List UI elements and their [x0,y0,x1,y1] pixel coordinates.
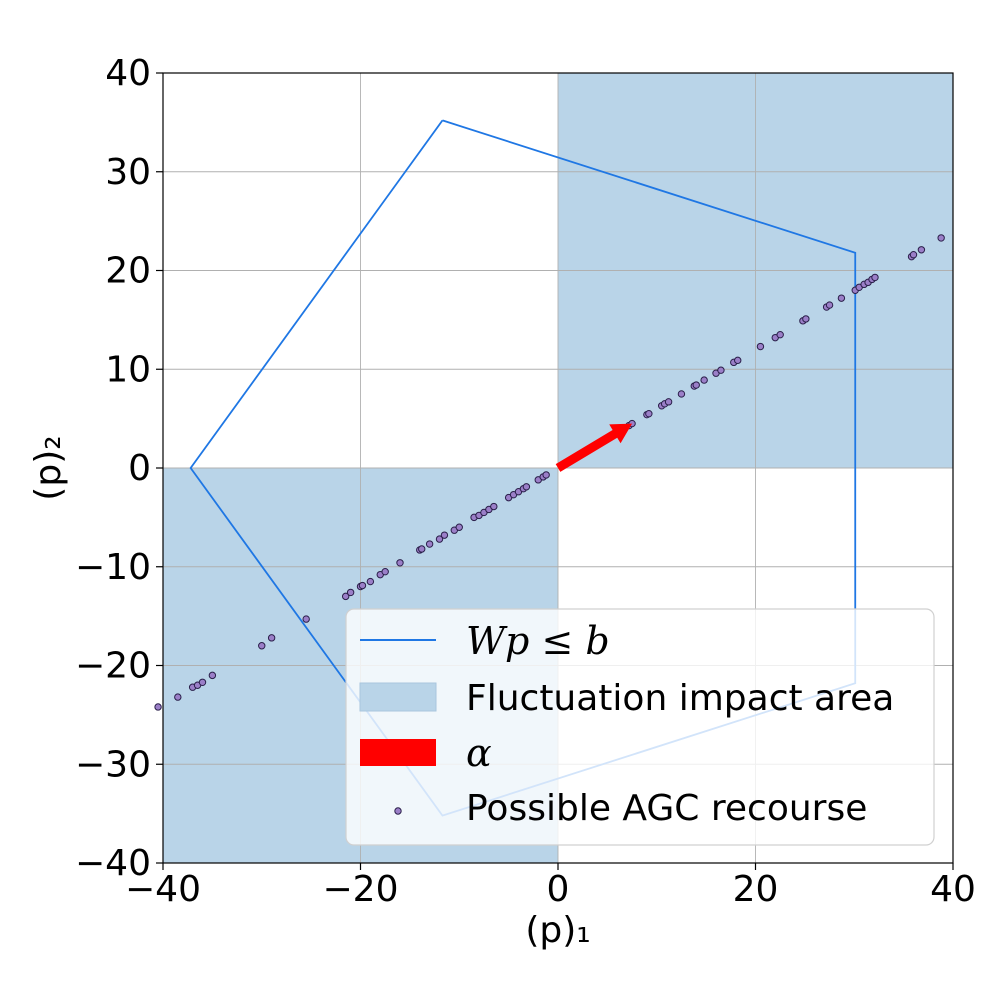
x-axis-label: (p)₁ [525,910,590,951]
y-tick-label: 0 [128,448,151,489]
recourse-point [381,567,389,576]
recourse-point [776,330,784,339]
alpha-arrow [555,423,633,472]
recourse-point [700,376,708,384]
y-tick-label: 40 [105,53,151,94]
recourse-point [692,381,700,389]
recourse-point [645,409,653,418]
ticks: −40 −20 0 20 40 −40 −30 −20 −10 0 10 20 30 40 [75,53,976,910]
recourse-point [909,251,918,259]
recourse-point [717,366,725,374]
recourse-point [302,615,310,623]
y-tick-label: −30 [75,744,151,785]
x-tick-label: −40 [125,869,201,910]
recourse-point [440,531,449,539]
legend-arrow-swatch [360,739,436,766]
legend-label-constraint: Wp ≤ b [466,619,610,663]
recourse-point [837,294,846,302]
recourse-point [425,540,434,548]
recourse-point [664,398,673,406]
y-axis-label: (p)₂ [28,435,69,500]
recourse-point [455,523,463,531]
recourse-point [542,471,550,479]
legend-box [345,608,935,846]
recourse-point [358,581,367,590]
recourse-point [396,559,404,567]
recourse-point [937,234,945,242]
recourse-point [154,703,162,711]
legend-patch-swatch [359,682,437,712]
recourse-point [341,592,350,601]
legend-marker-swatch [394,807,402,815]
x-tick-label: 0 [547,869,570,910]
y-tick-label: −40 [75,843,151,884]
x-tick-label: 20 [733,869,779,910]
recourse-point [346,588,355,597]
recourse-point [490,502,498,511]
recourse-point [825,301,834,309]
recourse-point [756,342,765,351]
y-tick-label: 10 [105,349,151,390]
recourse-point [677,390,686,398]
recourse-point [802,315,810,323]
recourse-point [208,671,217,680]
arrow-layer [555,423,633,472]
recourse-point [917,246,926,254]
recourse-point [435,535,444,543]
x-tick-label: 40 [930,869,976,910]
legend: Wp ≤ b Fluctuation impact area α Possibl… [345,608,935,846]
recourse-point [267,634,276,642]
legend-label-recourse: Possible AGC recourse [466,788,867,829]
x-tick-label: −20 [323,869,399,910]
recourse-point [734,356,742,365]
legend-label-alpha: α [466,731,492,775]
y-tick-label: −20 [75,646,151,687]
legend-label-area: Fluctuation impact area [466,678,894,719]
y-tick-label: 30 [105,152,151,193]
recourse-point [366,577,375,586]
recourse-point [198,678,207,686]
recourse-point [418,545,426,553]
recourse-point [258,642,266,650]
recourse-point [871,273,879,282]
y-tick-label: −10 [75,547,151,588]
y-tick-label: 20 [105,251,151,292]
recourse-point [522,483,531,491]
recourse-point [174,693,182,701]
